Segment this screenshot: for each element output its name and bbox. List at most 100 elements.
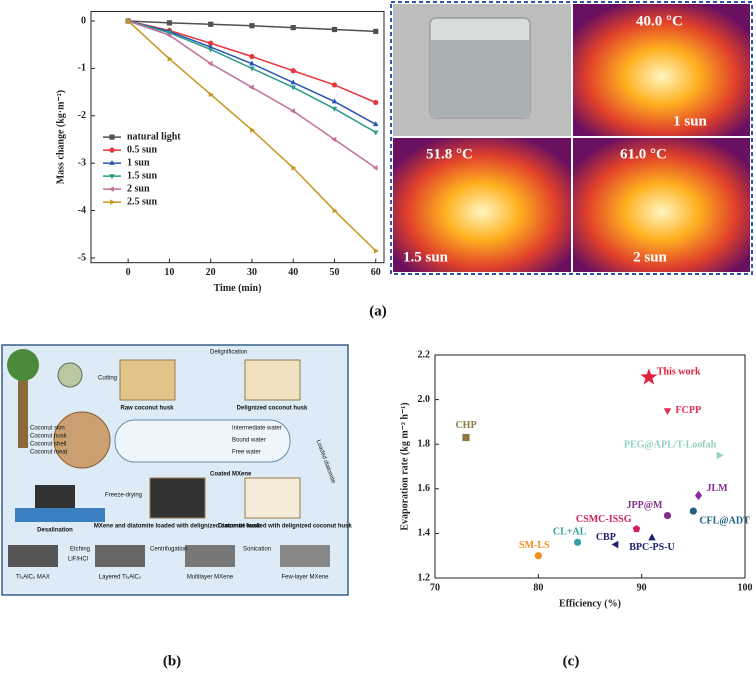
point-label: CHP [455,420,476,431]
legend-label: 2 sun [127,183,150,194]
label: Raw coconut husk [120,406,174,412]
x-tick-label: 70 [430,582,440,593]
marker [109,159,115,165]
y-tick-label: -1 [78,63,86,74]
stage: Layered Ti₃AlC₂ [99,575,142,581]
point-label: JLM [707,483,729,494]
coconut-section [53,411,111,469]
schematic: Delignification Cutting Raw coconut husk… [1,344,352,596]
marker [126,18,132,24]
y-tick-label: 2.2 [418,349,431,360]
marker [373,28,379,35]
marker [248,84,254,91]
temperature: 51.8 °C [426,146,473,162]
marker [291,165,297,171]
step-label: Etching [70,547,90,553]
marker [249,23,255,29]
series-line [127,20,377,169]
panel-label: (a) [369,303,387,319]
marker [332,207,338,214]
photo-label: 1.5 sun [403,249,449,265]
step-label: Freeze-drying [105,493,142,499]
y-tick-label: -2 [78,110,86,121]
step-label: Coated MXene [210,472,252,478]
step-label: Cutting [98,376,117,382]
step-label: LiF/HCl [68,557,88,563]
label: MXene and diatomite loaded with deligniz… [94,524,261,530]
marker [689,507,697,515]
water-type: Bound water [232,438,266,444]
step-label: Sonication [243,547,271,553]
marker [462,433,470,442]
step-label: Delignification [210,350,247,356]
stage: Ti₃AlC₂ MAX [16,575,50,581]
husk [149,477,206,519]
y-tick-label: 2.0 [418,394,431,405]
marker [331,106,338,112]
temperature: 61.0 °C [620,146,667,162]
legend-label: natural light [127,131,181,142]
marker [167,56,173,62]
husk [244,359,301,401]
photo-ir [573,4,750,136]
husk [119,359,176,401]
x-tick-label: 50 [329,267,339,278]
x-axis-label: Efficiency (%) [559,598,621,609]
husk [244,477,301,519]
part: Coconut skin [30,426,65,432]
x-tick-label: 30 [247,267,257,278]
y-tick-label: 0 [81,15,86,26]
marker [207,60,213,67]
marker [207,47,214,53]
max [8,545,58,567]
marker [373,121,379,127]
evaporator [35,485,75,510]
x-tick-label: 20 [206,267,216,278]
legend-label: 0.5 sun [127,144,157,155]
marker [290,79,296,85]
x-tick-label: 0 [126,267,131,278]
marker [208,40,214,46]
marker [166,20,173,26]
part: Coconut husk [30,434,68,440]
water-type: Intermediate water [232,426,282,432]
point-label: CSMC-ISSG [576,514,632,525]
y-tick-label: -4 [78,205,86,216]
legend-label: 1 sun [127,157,150,168]
temperature: 40.0 °C [636,13,683,29]
part: Coconut meat [30,450,68,456]
x-axis-label: Time (min) [214,283,262,294]
y-tick-label: 1.4 [418,528,431,539]
marker [373,99,379,106]
marker [632,524,641,533]
point-label: PEG@APL/T-Loofah [624,440,717,451]
marker [373,248,379,254]
x-tick-label: 10 [164,267,174,278]
x-tick-label: 60 [371,267,381,278]
marker [208,91,214,98]
stage: Multilayer MXene [187,575,234,581]
series-line [127,20,377,125]
y-tick-label: 1.2 [418,572,431,583]
x-tick-label: 40 [288,267,298,278]
water-type: Free water [232,450,261,456]
marker [331,136,337,143]
marker [331,26,338,33]
palm [18,368,28,448]
plot-frame [90,11,385,264]
y-tick-label: 1.6 [418,483,431,494]
y-axis-label: Evaporation rate (kg m⁻² h⁻¹) [399,402,410,530]
x-tick-label: 100 [738,582,753,593]
marker [290,85,296,91]
legend-label: 1.5 sun [127,170,157,181]
point-label: FCPP [676,405,702,416]
series-line [127,20,377,134]
label: Desalination [37,528,73,534]
marker [331,82,338,88]
marker [208,21,214,27]
marker [372,165,378,171]
part: Coconut shell [30,442,66,448]
photo-ir [393,138,571,272]
point-label: CL+AL [553,527,587,538]
marker [110,199,116,205]
